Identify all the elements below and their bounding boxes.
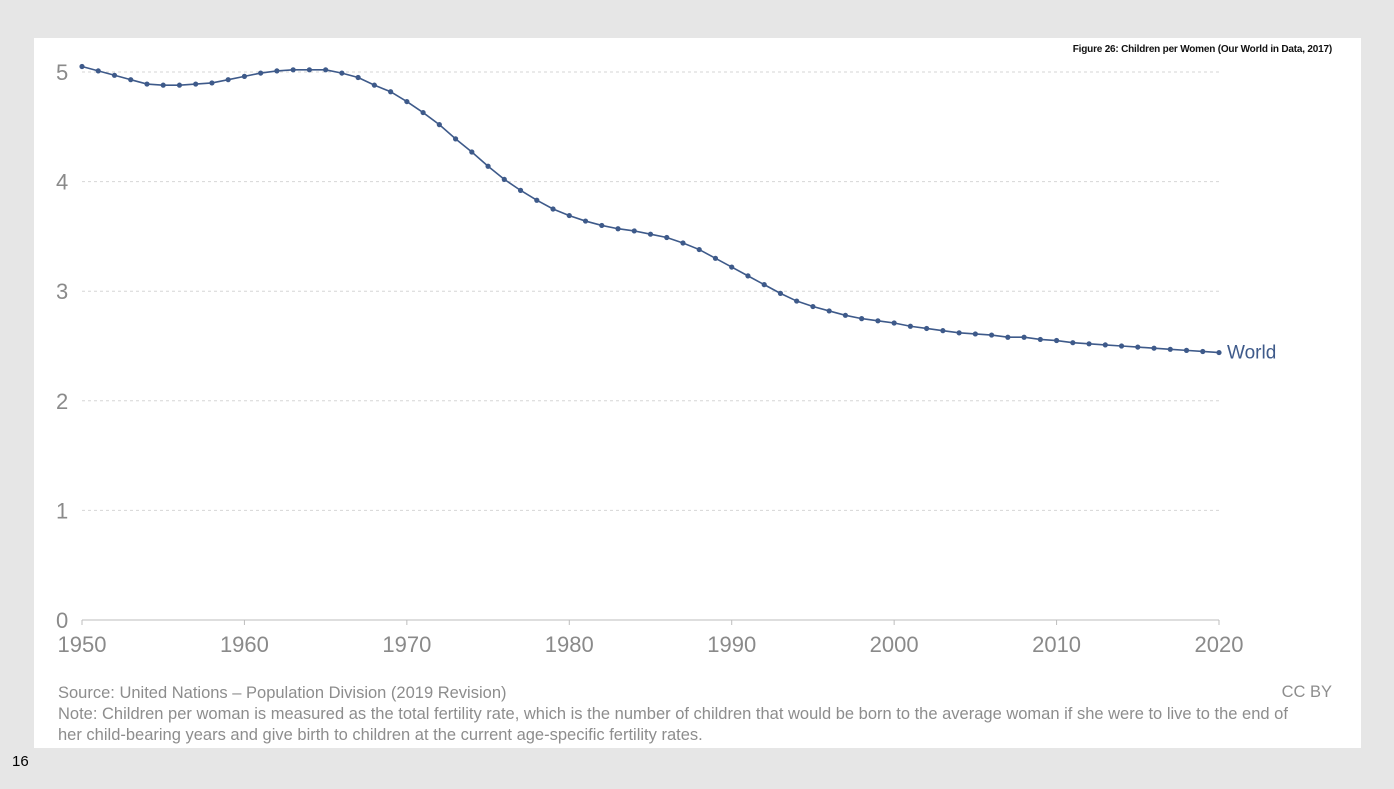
data-point — [631, 228, 637, 234]
data-point — [794, 298, 800, 304]
y-tick-label: 3 — [56, 279, 68, 304]
data-point — [1037, 336, 1043, 343]
figure-caption: Figure 26: Children per Women (Our World… — [1072, 44, 1332, 55]
x-tick-label: 2010 — [1032, 632, 1081, 657]
data-point — [128, 77, 134, 83]
data-point — [290, 67, 296, 73]
data-point — [680, 240, 686, 246]
y-tick-label: 5 — [56, 60, 68, 85]
data-point — [712, 255, 719, 261]
data-point — [550, 206, 556, 212]
data-point — [777, 290, 784, 296]
data-point — [193, 81, 199, 87]
x-tick-label: 1950 — [58, 632, 107, 657]
series-layer: World — [79, 63, 1276, 364]
data-point — [1151, 345, 1157, 351]
data-point — [420, 109, 426, 116]
page-number: 16 — [12, 753, 29, 770]
data-point — [241, 73, 248, 79]
data-point — [339, 70, 345, 76]
data-point — [79, 63, 85, 70]
data-point — [761, 282, 767, 288]
data-point — [160, 82, 166, 88]
data-point — [436, 122, 442, 128]
data-point — [323, 67, 329, 73]
data-point — [176, 82, 183, 88]
data-point — [95, 68, 101, 74]
data-point — [1086, 341, 1092, 347]
gridlines — [82, 71, 1219, 621]
data-point — [225, 77, 231, 83]
data-point — [404, 98, 410, 105]
x-tick-label: 1960 — [220, 632, 269, 657]
data-point — [1005, 334, 1011, 340]
y-tick-label: 0 — [56, 608, 68, 633]
data-point — [1183, 347, 1190, 353]
data-point — [258, 70, 264, 76]
data-point — [1167, 346, 1173, 352]
figure-card: Figure 26: Children per Women (Our World… — [34, 38, 1361, 748]
data-point — [729, 264, 735, 270]
data-point — [924, 325, 930, 332]
data-point — [388, 89, 394, 95]
data-point — [1053, 337, 1060, 344]
series-label-world: World — [1227, 343, 1276, 364]
data-point — [1102, 342, 1108, 348]
data-point — [615, 226, 621, 232]
x-tick-label: 2020 — [1195, 632, 1244, 657]
data-point — [469, 149, 475, 155]
data-point — [306, 67, 312, 73]
data-point — [355, 74, 361, 81]
x-tick-label: 1990 — [707, 632, 756, 657]
license-text: CC BY — [1281, 683, 1332, 701]
data-point — [485, 163, 491, 169]
data-point — [566, 212, 572, 219]
data-point — [1135, 344, 1141, 350]
y-axis-ticks: 0 1 2 3 4 5 — [56, 60, 68, 633]
data-point — [534, 197, 540, 203]
x-tick-label: 1970 — [382, 632, 431, 657]
data-point — [517, 187, 524, 193]
y-tick-label: 4 — [56, 170, 68, 195]
data-point — [111, 72, 118, 78]
data-point — [274, 68, 280, 74]
data-point — [940, 328, 946, 334]
data-point — [452, 136, 459, 142]
data-point — [859, 316, 865, 322]
data-point — [696, 246, 702, 253]
data-point — [371, 82, 377, 88]
data-point — [599, 222, 605, 229]
data-point — [891, 320, 897, 326]
note-text: Note: Children per woman is measured as … — [58, 705, 1288, 744]
x-tick-label: 2000 — [870, 632, 919, 657]
data-point — [907, 323, 913, 329]
data-point — [664, 234, 670, 241]
data-point — [582, 218, 589, 224]
data-point — [972, 331, 978, 337]
data-point — [209, 80, 215, 86]
data-point — [842, 312, 849, 318]
y-tick-label: 1 — [56, 498, 68, 523]
x-tick-label: 1980 — [545, 632, 594, 657]
data-point — [1118, 343, 1125, 349]
data-point — [1070, 340, 1076, 346]
data-point — [956, 330, 962, 336]
data-point — [810, 303, 816, 310]
series-line-world — [81, 65, 1220, 354]
x-axis-ticks: 1950 1960 1970 1980 1990 2000 2010 2020 — [58, 620, 1244, 657]
y-tick-label: 2 — [56, 389, 68, 414]
data-point — [1021, 334, 1027, 340]
data-point — [875, 318, 881, 324]
source-text: Source: United Nations – Population Divi… — [58, 684, 507, 702]
data-point — [745, 273, 751, 279]
data-point — [501, 176, 507, 183]
data-point — [826, 308, 832, 314]
data-point — [144, 81, 150, 87]
data-point — [1200, 348, 1206, 355]
data-point — [1216, 349, 1222, 356]
data-point — [989, 332, 995, 338]
data-point — [647, 231, 654, 237]
